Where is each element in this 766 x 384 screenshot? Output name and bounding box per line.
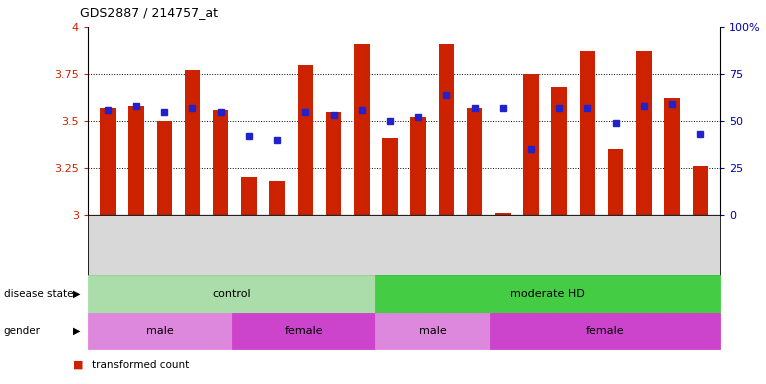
Text: gender: gender bbox=[4, 326, 41, 336]
Bar bbox=[608, 149, 624, 215]
Bar bbox=[552, 87, 567, 215]
Bar bbox=[156, 121, 172, 215]
Bar bbox=[466, 108, 483, 215]
Text: moderate HD: moderate HD bbox=[510, 289, 585, 299]
Bar bbox=[439, 44, 454, 215]
Text: GDS2887 / 214757_at: GDS2887 / 214757_at bbox=[80, 6, 218, 19]
Bar bbox=[354, 44, 369, 215]
Bar bbox=[297, 65, 313, 215]
Bar bbox=[128, 106, 144, 215]
Bar bbox=[241, 177, 257, 215]
Bar bbox=[664, 98, 680, 215]
Text: ▶: ▶ bbox=[73, 326, 80, 336]
Text: transformed count: transformed count bbox=[92, 360, 189, 370]
Bar bbox=[270, 181, 285, 215]
Bar bbox=[411, 117, 426, 215]
Text: female: female bbox=[586, 326, 624, 336]
Text: ▶: ▶ bbox=[73, 289, 80, 299]
Text: male: male bbox=[419, 326, 447, 336]
Bar bbox=[382, 138, 398, 215]
Bar bbox=[213, 110, 228, 215]
Text: control: control bbox=[212, 289, 251, 299]
Bar bbox=[636, 51, 652, 215]
Bar bbox=[326, 112, 342, 215]
Bar bbox=[692, 166, 708, 215]
Text: female: female bbox=[284, 326, 322, 336]
Bar bbox=[580, 51, 595, 215]
Bar bbox=[495, 213, 511, 215]
Text: disease state: disease state bbox=[4, 289, 74, 299]
Bar bbox=[523, 74, 538, 215]
Bar bbox=[185, 70, 200, 215]
Text: ■: ■ bbox=[73, 360, 83, 370]
Bar bbox=[100, 108, 116, 215]
Text: male: male bbox=[146, 326, 174, 336]
